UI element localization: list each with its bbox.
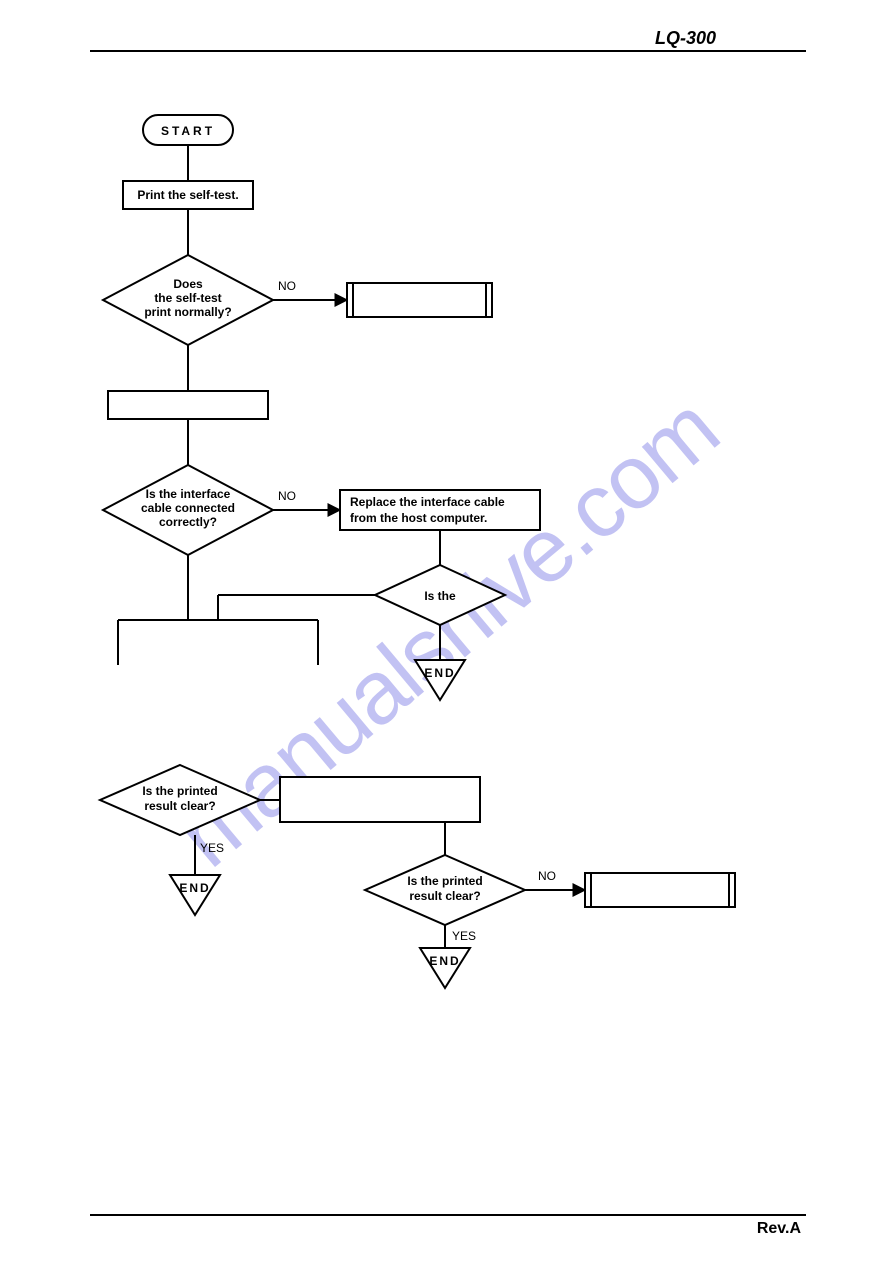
node-decision-printed-1: Is the printed result clear? — [100, 765, 260, 835]
svg-text:print normally?: print normally? — [144, 305, 231, 319]
node-replace-cable: Replace the interface cable from the hos… — [340, 490, 540, 530]
d4-yes-label: YES — [200, 841, 224, 855]
footer-rev: Rev.A — [757, 1220, 801, 1238]
footer-rule — [90, 1214, 806, 1216]
flowchart: START Print the self-test. Does the self… — [0, 0, 896, 1266]
svg-text:Does: Does — [173, 277, 203, 291]
svg-text:the self-test: the self-test — [154, 291, 221, 305]
node-decision-3: Is the — [375, 565, 505, 625]
node-end-2: END — [170, 875, 220, 915]
d5-no-label: NO — [538, 869, 556, 883]
d5-yes-label: YES — [452, 929, 476, 943]
node-decision-printed-2: Is the printed result clear? — [365, 855, 525, 925]
node-start: START — [143, 115, 233, 145]
svg-text:result clear?: result clear? — [144, 799, 215, 813]
node-subprocess-2 — [585, 873, 735, 907]
svg-text:END: END — [424, 666, 455, 680]
node-end-1: END — [415, 660, 465, 700]
d1-no-label: NO — [278, 279, 296, 293]
node-decision-selftest: Does the self-test print normally? — [103, 255, 273, 345]
svg-text:END: END — [429, 954, 460, 968]
node-decision-interface: Is the interface cable connected correct… — [103, 465, 273, 555]
node-print-selftest: Print the self-test. — [123, 181, 253, 209]
svg-text:Replace the interface cable: Replace the interface cable — [350, 495, 505, 509]
node-subprocess-1 — [347, 283, 492, 317]
svg-text:Is the printed: Is the printed — [407, 874, 482, 888]
svg-text:Is the printed: Is the printed — [142, 784, 217, 798]
svg-text:result clear?: result clear? — [409, 889, 480, 903]
svg-text:cable connected: cable connected — [141, 501, 235, 515]
node-process-4 — [280, 777, 480, 822]
svg-text:END: END — [179, 881, 210, 895]
node-process-2 — [108, 391, 268, 419]
d2-no-label: NO — [278, 489, 296, 503]
svg-text:Is the interface: Is the interface — [146, 487, 231, 501]
page: LQ-300 manualshive.com START Print the s… — [0, 0, 896, 1266]
print-selftest-label: Print the self-test. — [137, 188, 238, 202]
start-label: START — [161, 124, 215, 138]
node-end-3: END — [420, 948, 470, 988]
svg-text:correctly?: correctly? — [159, 515, 217, 529]
svg-text:from the host computer.: from the host computer. — [350, 511, 487, 525]
svg-text:Is the: Is the — [424, 589, 456, 603]
